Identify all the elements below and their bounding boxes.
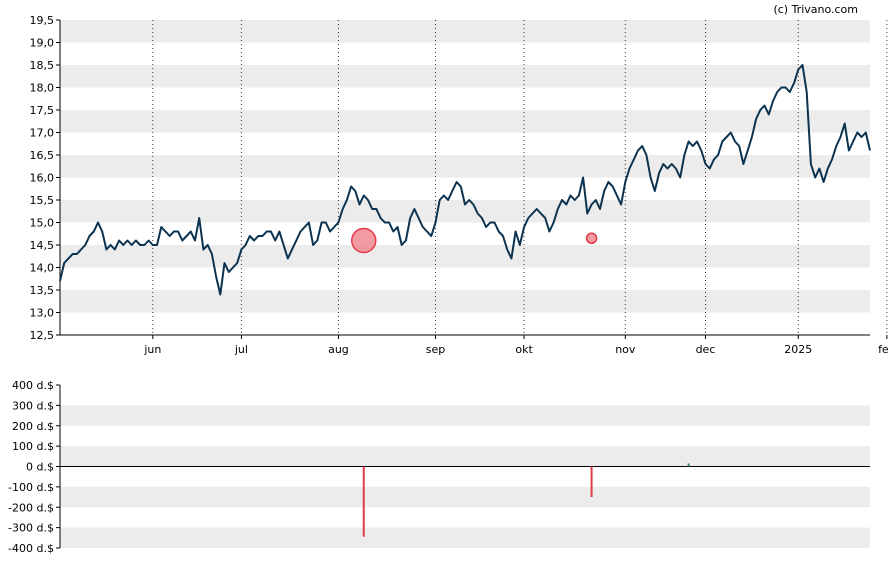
- grid-band: [60, 65, 870, 88]
- y-tick-label: 15,5: [30, 194, 55, 207]
- grid-band: [60, 110, 870, 133]
- y-tick-label: 12,5: [30, 329, 55, 342]
- y-tick-label: 18,0: [30, 82, 55, 95]
- y-tick-label: -300 d.$: [8, 522, 54, 535]
- y-tick-label: 400 d.$: [12, 379, 54, 392]
- y-tick-label: 300 d.$: [12, 399, 54, 412]
- x-tick-label: okt: [515, 343, 533, 356]
- y-tick-label: 17,0: [30, 127, 55, 140]
- x-tick-label: nov: [615, 343, 636, 356]
- y-tick-label: 100 d.$: [12, 440, 54, 453]
- grid-band: [60, 155, 870, 178]
- y-tick-label: 13,5: [30, 284, 55, 297]
- y-tick-label: 0 d.$: [26, 461, 54, 474]
- x-tick-label: dec: [696, 343, 716, 356]
- x-tick-label: feb: [878, 343, 888, 356]
- x-tick-label: 2025: [784, 343, 812, 356]
- trade-marker: [587, 233, 597, 243]
- grid-band: [60, 446, 870, 466]
- y-tick-label: -400 d.$: [8, 542, 54, 555]
- y-tick-label: 19,5: [30, 14, 55, 27]
- y-tick-label: 14,5: [30, 239, 55, 252]
- x-tick-label: jun: [143, 343, 161, 356]
- y-tick-label: 17,5: [30, 104, 55, 117]
- y-tick-label: 200 d.$: [12, 420, 54, 433]
- x-tick-label: aug: [328, 343, 349, 356]
- y-tick-label: 15,0: [30, 217, 55, 230]
- price-panel: junjulaugsepoktnovdec2025febmrtapr12,513…: [30, 14, 888, 356]
- y-tick-label: -100 d.$: [8, 481, 54, 494]
- volume-panel: 400 d.$ 300 d.$ 200 d.$ 100 d.$ 0 d.$ -100 d.…: [8, 379, 870, 555]
- watermark: (c) Trivano.com: [773, 3, 858, 16]
- trade-marker: [352, 229, 376, 253]
- grid-band: [60, 405, 870, 425]
- y-tick-label: 16,5: [30, 149, 55, 162]
- y-tick-label: 16,0: [30, 172, 55, 185]
- y-tick-label: 14,0: [30, 262, 55, 275]
- grid-band: [60, 290, 870, 313]
- x-tick-label: jul: [234, 343, 248, 356]
- y-tick-label: 13,0: [30, 307, 55, 320]
- grid-band: [60, 245, 870, 268]
- y-tick-label: 18,5: [30, 59, 55, 72]
- y-tick-label: 19,0: [30, 37, 55, 50]
- x-tick-label: sep: [426, 343, 445, 356]
- grid-band: [60, 528, 870, 548]
- grid-band: [60, 487, 870, 507]
- grid-band: [60, 20, 870, 43]
- y-tick-label: -200 d.$: [8, 501, 54, 514]
